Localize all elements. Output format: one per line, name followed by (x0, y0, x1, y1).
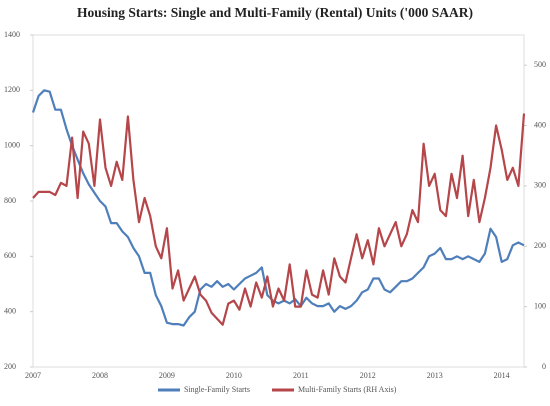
x-tick-label: 2008 (92, 371, 108, 380)
legend-label: Single-Family Starts (184, 385, 250, 394)
y-tick-label: 800 (4, 196, 16, 205)
series-line (31, 89, 525, 327)
y2-tick-label: 0 (542, 362, 546, 371)
y-tick-label: 600 (4, 251, 16, 260)
y2-tick-label: 500 (534, 60, 546, 69)
x-tick-label: 2007 (25, 371, 41, 380)
y-tick-label: 1200 (4, 85, 20, 94)
y2-tick-label: 400 (534, 120, 546, 129)
x-tick-label: 2013 (427, 371, 443, 380)
x-tick-label: 2012 (360, 371, 376, 380)
y-tick-label: 200 (4, 362, 16, 371)
x-tick-label: 2010 (226, 371, 242, 380)
y-tick-label: 1000 (4, 140, 20, 149)
plot-frame (32, 34, 525, 368)
y2-tick-label: 200 (534, 241, 546, 250)
y-tick-label: 400 (4, 306, 16, 315)
x-tick-label: 2014 (494, 371, 510, 380)
legend-label: Multi-Family Starts (RH Axis) (298, 385, 397, 394)
y-tick-label: 1400 (4, 30, 20, 39)
chart-title: Housing Starts: Single and Multi-Family … (77, 5, 473, 20)
x-tick-label: 2009 (159, 371, 175, 380)
y2-tick-label: 100 (534, 301, 546, 310)
series-line (32, 113, 526, 326)
x-tick-label: 2011 (293, 371, 309, 380)
y2-tick-label: 300 (534, 181, 546, 190)
